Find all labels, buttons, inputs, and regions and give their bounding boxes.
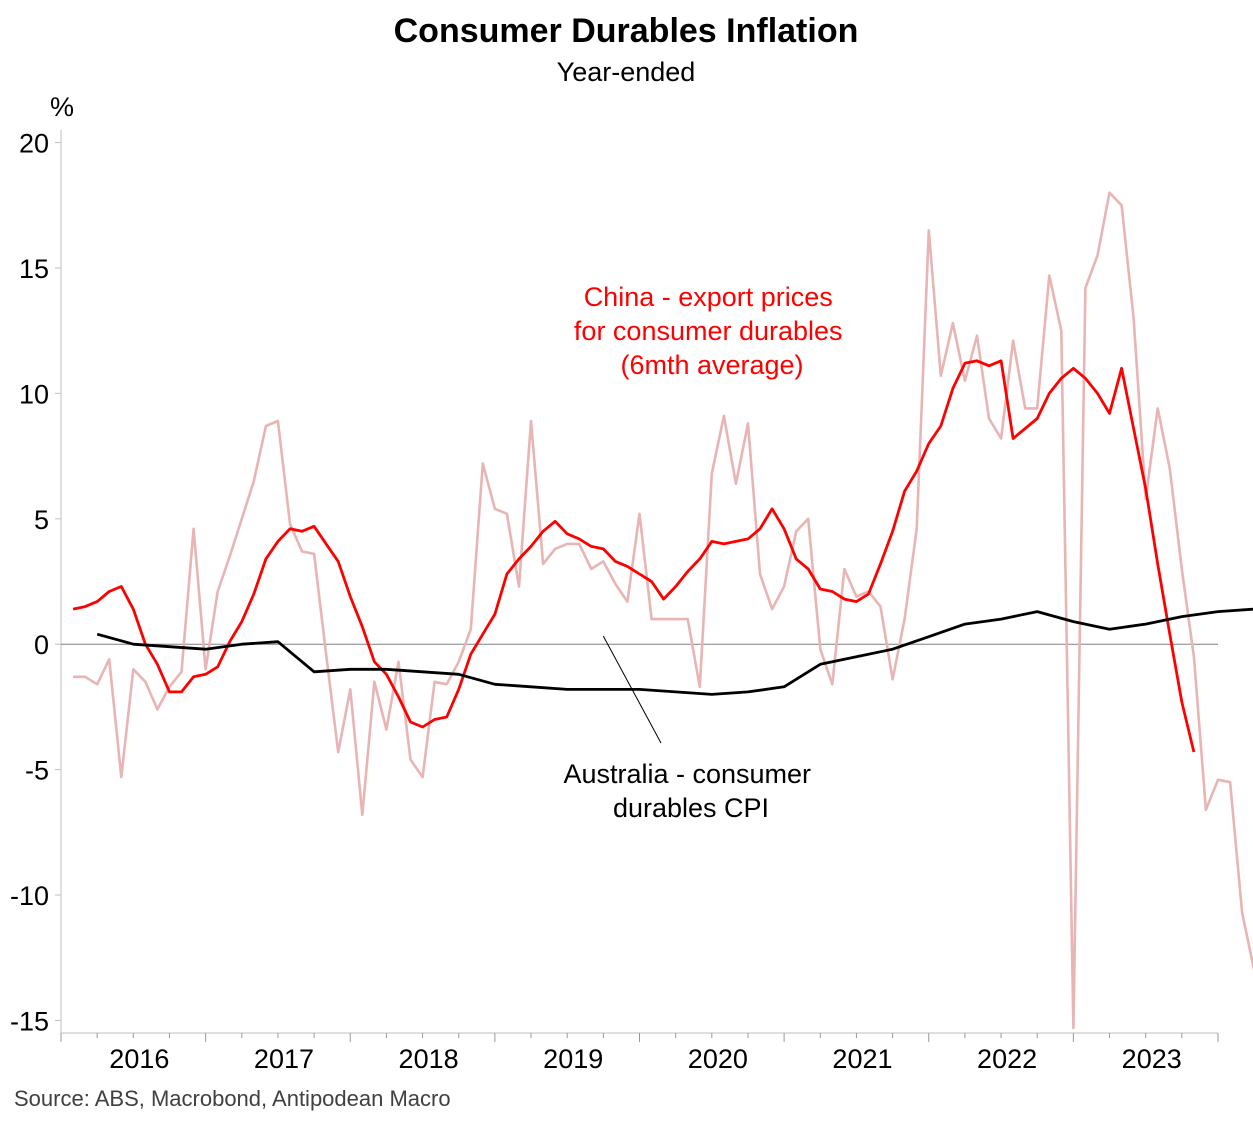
y-tick-label: 15	[19, 254, 49, 284]
x-tick-label: 2019	[543, 1044, 603, 1074]
y-tick-label: -5	[25, 756, 49, 786]
x-tick-label: 2017	[254, 1044, 314, 1074]
chart-subtitle: Year-ended	[557, 57, 696, 87]
australia-series-label: Australia - consumer durables CPI	[563, 759, 818, 823]
chart-title: Consumer Durables Inflation	[394, 12, 859, 50]
australia-durables-cpi-line	[96, 607, 1253, 696]
y-tick-label: 20	[19, 129, 49, 159]
china-label-line-1: China - export prices	[584, 282, 833, 312]
series-lines	[72, 191, 1253, 1030]
x-axis: 2016 2017 2018 2019 2020 2021 2022 2023	[60, 1032, 1219, 1074]
y-axis-unit-label: %	[50, 92, 74, 122]
y-tick-label: 10	[19, 379, 49, 409]
x-tick-label: 2018	[399, 1044, 459, 1074]
y-tick-label: -10	[10, 881, 49, 911]
china-label-line-2: for consumer durables	[574, 316, 843, 346]
y-axis: 20 15 10 5 0 -5 -10 -15	[10, 129, 62, 1037]
x-tick-label: 2020	[688, 1044, 748, 1074]
x-tick-label: 2023	[1122, 1044, 1182, 1074]
x-tick-label: 2021	[832, 1044, 892, 1074]
y-tick-label: 5	[34, 505, 49, 535]
australia-annotation-leader	[602, 635, 662, 744]
y-tick-label: -15	[10, 1006, 49, 1036]
china-export-prices-6mth-avg-line	[72, 359, 1196, 753]
china-series-label: China - export prices for consumer durab…	[574, 282, 850, 380]
australia-label-line-2: durables CPI	[613, 793, 769, 823]
china-label-line-3: (6mth average)	[620, 350, 803, 380]
australia-label-line-1: Australia - consumer	[563, 759, 811, 789]
x-tick-label: 2016	[109, 1044, 169, 1074]
source-note: Source: ABS, Macrobond, Antipodean Macro	[14, 1086, 451, 1111]
y-tick-label: 0	[34, 630, 49, 660]
export-prices-monthly-line	[73, 191, 1253, 1030]
x-tick-label: 2022	[977, 1044, 1037, 1074]
